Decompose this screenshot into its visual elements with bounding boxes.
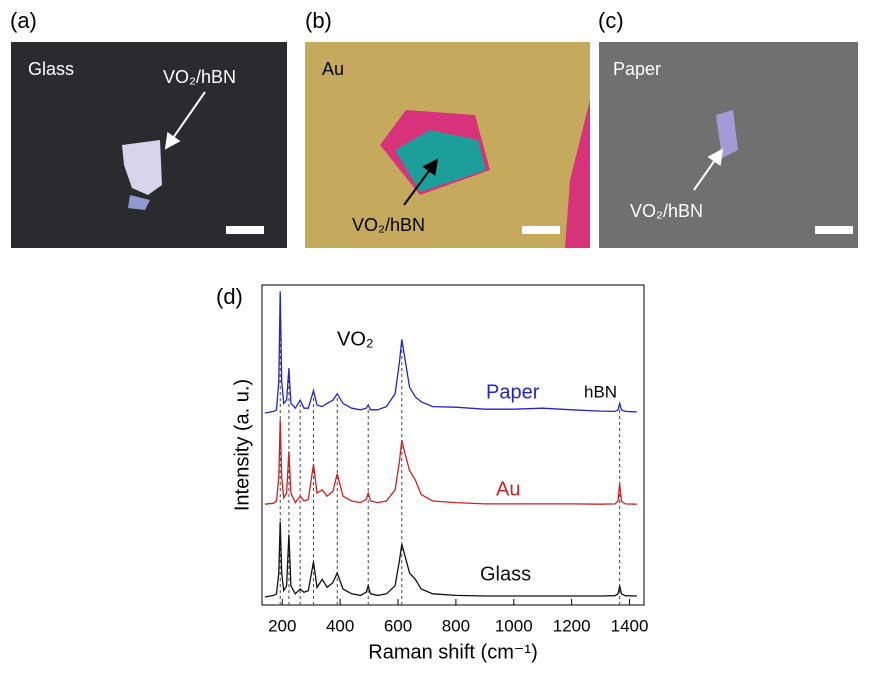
series-label: Paper	[486, 381, 540, 403]
x-tick-label: 1400	[611, 616, 649, 635]
x-tick-label: 1000	[495, 616, 533, 635]
panel-label: (a)	[10, 8, 37, 33]
flake-label: VO₂/hBN	[352, 215, 425, 235]
annotation: VO₂	[337, 328, 374, 350]
x-tick-label: 400	[326, 616, 354, 635]
series-label: Glass	[480, 563, 531, 585]
panel-label: (c)	[598, 8, 624, 33]
x-tick-label: 800	[442, 616, 470, 635]
spectrum	[265, 291, 637, 413]
substrate-label: Paper	[613, 59, 661, 79]
y-axis-label: Intensity (a. u.)	[231, 379, 253, 511]
scale-bar	[226, 226, 264, 234]
plot-frame	[262, 285, 644, 605]
annotation: hBN	[584, 382, 617, 401]
substrate-label: Au	[322, 59, 344, 79]
series-label: Au	[496, 478, 520, 500]
panel-label: (b)	[305, 8, 332, 33]
panel-label: (d)	[216, 284, 243, 309]
scale-bar	[522, 226, 560, 234]
flake-label: VO₂/hBN	[630, 201, 703, 221]
x-tick-label: 200	[268, 616, 296, 635]
scale-bar	[815, 226, 853, 234]
page: {"panels":[ {"label":"(a)","substrate":"…	[0, 0, 869, 669]
x-tick-label: 600	[384, 616, 412, 635]
x-tick-label: 1200	[553, 616, 591, 635]
substrate-label: Glass	[28, 59, 74, 79]
spectrum	[265, 522, 637, 597]
flake-label: VO₂/hBN	[163, 67, 236, 87]
spectrum	[265, 419, 637, 504]
figure: (a) Glass VO₂/hBN (b) Au VO₂/hBN (c) Pap…	[0, 0, 869, 669]
x-axis-label: Raman shift (cm⁻¹)	[368, 641, 537, 663]
